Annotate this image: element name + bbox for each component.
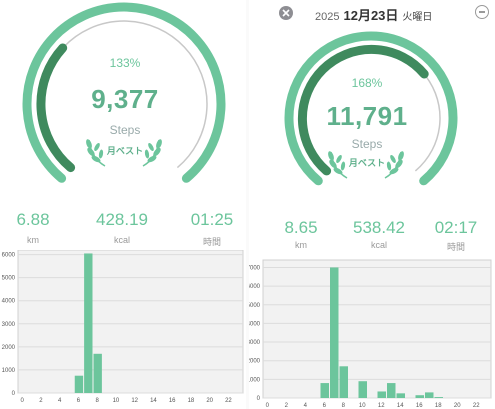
x-tick-label: 12 xyxy=(378,403,385,409)
y-tick-label: 2000 xyxy=(2,345,16,351)
bar-hour-6 xyxy=(74,375,84,393)
x-tick-label: 16 xyxy=(416,403,423,409)
x-tick-label: 22 xyxy=(225,398,232,404)
chart-plot-area xyxy=(17,250,244,394)
bar-hour-8 xyxy=(93,353,102,393)
bar-hour-10 xyxy=(358,381,367,398)
right-steps-unit: Steps xyxy=(351,137,383,151)
date-month-day: 12月23日 xyxy=(343,8,399,23)
x-tick-label: 0 xyxy=(266,403,270,409)
y-tick-label: 0 xyxy=(257,396,261,402)
left-progress-ring xyxy=(22,2,226,183)
x-tick-label: 8 xyxy=(96,398,100,404)
date-year: 2025 xyxy=(315,11,340,23)
y-tick-label: 4000 xyxy=(249,321,261,327)
x-tick-label: 10 xyxy=(113,398,120,404)
right-best-label: 月ベスト xyxy=(348,158,386,168)
bar-hour-7 xyxy=(84,253,93,393)
bar-hour-17 xyxy=(425,392,434,398)
x-tick-label: 14 xyxy=(397,403,404,409)
x-tick-label: 2 xyxy=(285,403,289,409)
right-day-panel: 2025 12月23日 火曜日 168% 11,791 Steps 月ベスト 8.6… xyxy=(249,0,495,409)
right-steps-count: 11,791 xyxy=(326,101,408,131)
right-laurel-wreath-icon xyxy=(328,151,404,179)
minus-button[interactable] xyxy=(475,5,489,19)
right-calories-label: kcal xyxy=(370,240,387,250)
x-tick-label: 18 xyxy=(188,398,195,404)
left-duration-label: 時間 xyxy=(202,237,221,247)
bar-hour-14 xyxy=(396,393,405,398)
x-tick-label: 6 xyxy=(323,403,327,409)
left-percent: 133% xyxy=(109,56,141,70)
bar-hour-6 xyxy=(320,383,329,398)
left-calories-value: 428.19 xyxy=(96,210,148,229)
left-laurel-wreath-icon xyxy=(86,139,162,167)
date-header: 2025 12月23日 火曜日 xyxy=(249,0,495,28)
right-percent: 168% xyxy=(351,76,383,90)
right-inner-progress-arc xyxy=(297,44,429,176)
left-distance-label: km xyxy=(27,235,39,245)
y-tick-label: 3000 xyxy=(249,340,261,346)
x-tick-label: 6 xyxy=(77,398,81,404)
close-button[interactable] xyxy=(279,6,293,20)
bar-hour-13 xyxy=(387,383,396,398)
minus-icon xyxy=(479,11,485,13)
left-hourly-steps-chart: 0 1000 2000 3000 4000 5000 6000 0 2 4 6 8 10 12 14 16 18… xyxy=(2,250,244,404)
left-best-label: 月ベスト xyxy=(106,146,144,156)
right-duration-value: 02:17 xyxy=(434,218,478,237)
x-tick-label: 0 xyxy=(21,398,25,404)
y-tick-label: 0 xyxy=(12,391,16,397)
right-calories-value: 538.42 xyxy=(353,218,405,237)
x-tick-label: 4 xyxy=(58,398,62,404)
y-tick-label: 1000 xyxy=(249,377,261,383)
date-weekday: 火曜日 xyxy=(402,12,433,23)
x-tick-label: 4 xyxy=(304,403,308,409)
close-icon xyxy=(282,9,290,17)
bar-hour-18 xyxy=(434,397,443,398)
x-tick-label: 2 xyxy=(39,398,43,404)
y-tick-label: 7000 xyxy=(249,265,261,271)
y-tick-label: 5000 xyxy=(2,276,16,282)
y-tick-label: 6000 xyxy=(249,284,261,290)
y-tick-label: 5000 xyxy=(249,303,261,309)
y-tick-label: 4000 xyxy=(2,299,16,305)
left-distance-value: 6.88 xyxy=(16,210,50,229)
right-progress-ring xyxy=(284,31,458,186)
right-duration-label: 時間 xyxy=(446,242,465,252)
left-duration-value: 01:25 xyxy=(190,210,234,229)
date-display: 2025 12月23日 火曜日 xyxy=(315,5,432,24)
x-tick-label: 18 xyxy=(435,403,442,409)
y-tick-label: 6000 xyxy=(2,253,16,259)
left-steps-count: 9,377 xyxy=(91,84,159,114)
y-tick-label: 1000 xyxy=(2,368,16,374)
right-distance-value: 8.65 xyxy=(284,218,318,237)
left-inner-progress-arc xyxy=(36,43,76,173)
x-tick-label: 16 xyxy=(169,398,176,404)
x-tick-label: 20 xyxy=(206,398,213,404)
panel-divider xyxy=(246,0,249,409)
x-tick-label: 12 xyxy=(131,398,138,404)
right-hourly-steps-chart: 0 1000 2000 3000 4000 5000 6000 7000 0 2 4 6 8 10 12 14… xyxy=(249,259,492,409)
right-distance-label: km xyxy=(295,240,307,250)
x-tick-label: 8 xyxy=(342,403,346,409)
x-tick-label: 10 xyxy=(359,403,366,409)
bar-hour-12 xyxy=(377,391,386,398)
x-tick-label: 20 xyxy=(454,403,461,409)
x-tick-label: 22 xyxy=(473,403,480,409)
y-tick-label: 3000 xyxy=(2,322,16,328)
bar-hour-7 xyxy=(330,267,339,398)
left-outer-progress-arc xyxy=(22,2,226,183)
bar-hour-8 xyxy=(339,366,348,398)
left-calories-label: kcal xyxy=(113,235,130,245)
right-outer-progress-arc xyxy=(284,31,458,186)
chart-plot-area xyxy=(262,259,492,399)
bar-hour-16 xyxy=(415,395,424,398)
left-steps-unit: Steps xyxy=(109,123,141,137)
x-tick-label: 14 xyxy=(150,398,157,404)
y-tick-label: 2000 xyxy=(249,359,261,365)
left-day-panel: 133% 9,377 Steps 月ベスト 6.88 km 428.19 kca… xyxy=(0,0,246,409)
